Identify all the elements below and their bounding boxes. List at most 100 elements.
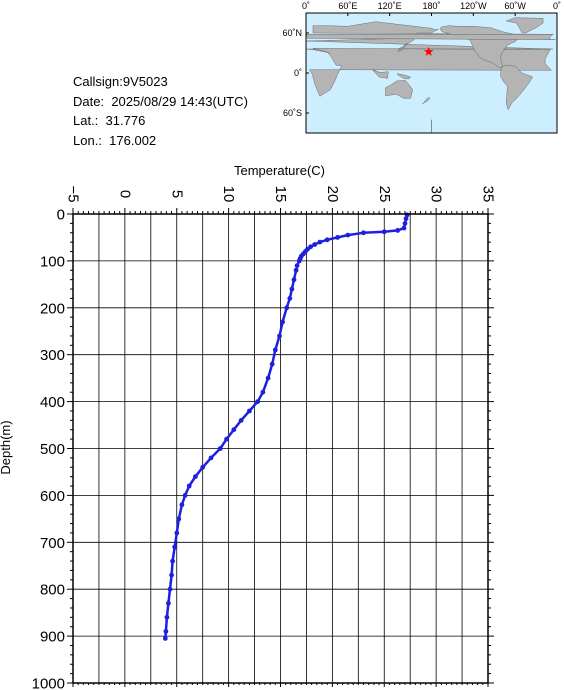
- date-value: 2025/08/29 14:43(UTC): [111, 93, 248, 109]
- profile-line: [164, 214, 409, 639]
- profile-point: [167, 586, 173, 592]
- profile-point: [182, 493, 188, 498]
- profile-point: [193, 474, 198, 479]
- date-line: Date: 2025/08/29 14:43(UTC): [73, 92, 248, 112]
- station-info: Callsign:9V5023 Date: 2025/08/29 14:43(U…: [73, 72, 248, 150]
- profile-point: [324, 237, 330, 243]
- profile-point: [289, 286, 295, 292]
- profile-point: [345, 232, 351, 238]
- map-land: [306, 17, 556, 133]
- map-lon-label: 60˚W: [504, 1, 526, 11]
- profile-point: [255, 399, 261, 404]
- profile-point: [312, 242, 318, 247]
- map-lon-label: 0˚: [302, 1, 310, 11]
- profile-point: [208, 455, 214, 461]
- profile-point: [361, 230, 366, 236]
- profile-point: [217, 446, 223, 451]
- x-tick-label: 5: [168, 190, 185, 198]
- profile-point: [186, 483, 192, 489]
- profile-point: [381, 229, 387, 235]
- y-tick-label: 500: [40, 441, 65, 458]
- chart-series: [162, 212, 410, 641]
- map-lon-label: 120˚E: [378, 1, 402, 11]
- profile-point: [164, 614, 170, 620]
- profile-point: [172, 544, 178, 550]
- profile-point: [224, 436, 230, 442]
- x-tick-label: 25: [376, 186, 393, 203]
- x-tick-label: 10: [220, 186, 237, 203]
- chart-frame: [67, 208, 494, 687]
- map-lat-label: 60˚S: [283, 108, 302, 118]
- chart-labels: −5 0 5 10 15 20 25 30 35010020030040050060070080…: [0, 163, 497, 690]
- profile-point: [238, 418, 244, 423]
- x-axis-title: Temperature(C): [234, 163, 325, 178]
- map-landmass: [396, 73, 411, 80]
- station-marker-icon: [424, 46, 434, 56]
- profile-point: [280, 319, 285, 325]
- x-tick-label: 15: [272, 186, 289, 203]
- map-lat-label: 0˚: [294, 68, 302, 78]
- profile-point: [403, 216, 409, 222]
- profile-point: [247, 408, 252, 414]
- map-lon-label: 120˚W: [460, 1, 487, 11]
- map-landmass: [422, 97, 431, 104]
- map-landmass: [385, 80, 413, 99]
- y-axis-title: Depth(m): [0, 420, 13, 474]
- profile-point: [272, 347, 278, 353]
- lat-label: Lat.:: [73, 113, 99, 129]
- profile-point: [284, 305, 290, 311]
- profile-point: [402, 221, 408, 226]
- profile-point: [169, 572, 175, 578]
- x-tick-label: −5: [65, 185, 82, 202]
- profile-point: [174, 530, 180, 536]
- chart-grid: [72, 213, 489, 684]
- y-tick-label: 700: [40, 535, 65, 552]
- profile-point: [335, 235, 340, 240]
- profile-point: [163, 629, 169, 634]
- profile-point: [176, 516, 182, 522]
- y-tick-label: 1000: [32, 676, 65, 690]
- lon-value: 176.002: [109, 132, 157, 148]
- profile-point: [296, 258, 302, 264]
- profile-point: [231, 427, 237, 433]
- profile-point: [401, 225, 407, 231]
- map-landmass: [500, 64, 533, 111]
- profile-point: [179, 502, 185, 508]
- y-tick-label: 900: [40, 629, 65, 646]
- callsign-value: 9V5023: [122, 74, 168, 89]
- map-landmass: [505, 17, 544, 34]
- profile-point: [317, 239, 323, 245]
- map-landmass: [306, 34, 556, 40]
- y-tick-label: 800: [40, 582, 65, 599]
- y-tick-label: 100: [40, 253, 65, 270]
- map-landmass: [397, 43, 408, 52]
- callsign-label: Callsign:: [73, 74, 123, 89]
- y-tick-label: 200: [40, 300, 65, 317]
- y-tick-label: 0: [57, 207, 65, 224]
- x-tick-label: 20: [324, 186, 341, 203]
- map-lon-label: 0˚: [553, 1, 561, 11]
- callsign-line: Callsign:9V5023: [73, 72, 248, 92]
- profile-point: [277, 333, 282, 339]
- profile-point: [395, 228, 401, 233]
- lon-label: Lon.:: [73, 132, 102, 148]
- map-lon-label: 60˚E: [338, 1, 357, 11]
- map-group: 0˚ 60˚E 120˚E 180˚ 120˚W 60˚W 0˚ 60˚N 0˚ 60˚S: [282, 1, 561, 134]
- lat-value: 31.776: [105, 113, 146, 129]
- map-landmass: [372, 69, 389, 79]
- profile-point: [291, 277, 297, 283]
- y-tick-label: 600: [40, 488, 65, 505]
- profile-point: [260, 389, 266, 395]
- profile-point: [293, 267, 299, 273]
- x-tick-label: 35: [480, 186, 497, 203]
- y-tick-label: 300: [40, 347, 65, 364]
- map-lon-label: 180˚: [422, 1, 440, 11]
- profile-point: [269, 361, 275, 367]
- map-lat-label: 60˚N: [282, 28, 302, 38]
- profile-point: [170, 558, 176, 564]
- x-tick-label: 30: [428, 186, 445, 203]
- profile-point: [294, 263, 300, 268]
- profile-point: [287, 296, 293, 301]
